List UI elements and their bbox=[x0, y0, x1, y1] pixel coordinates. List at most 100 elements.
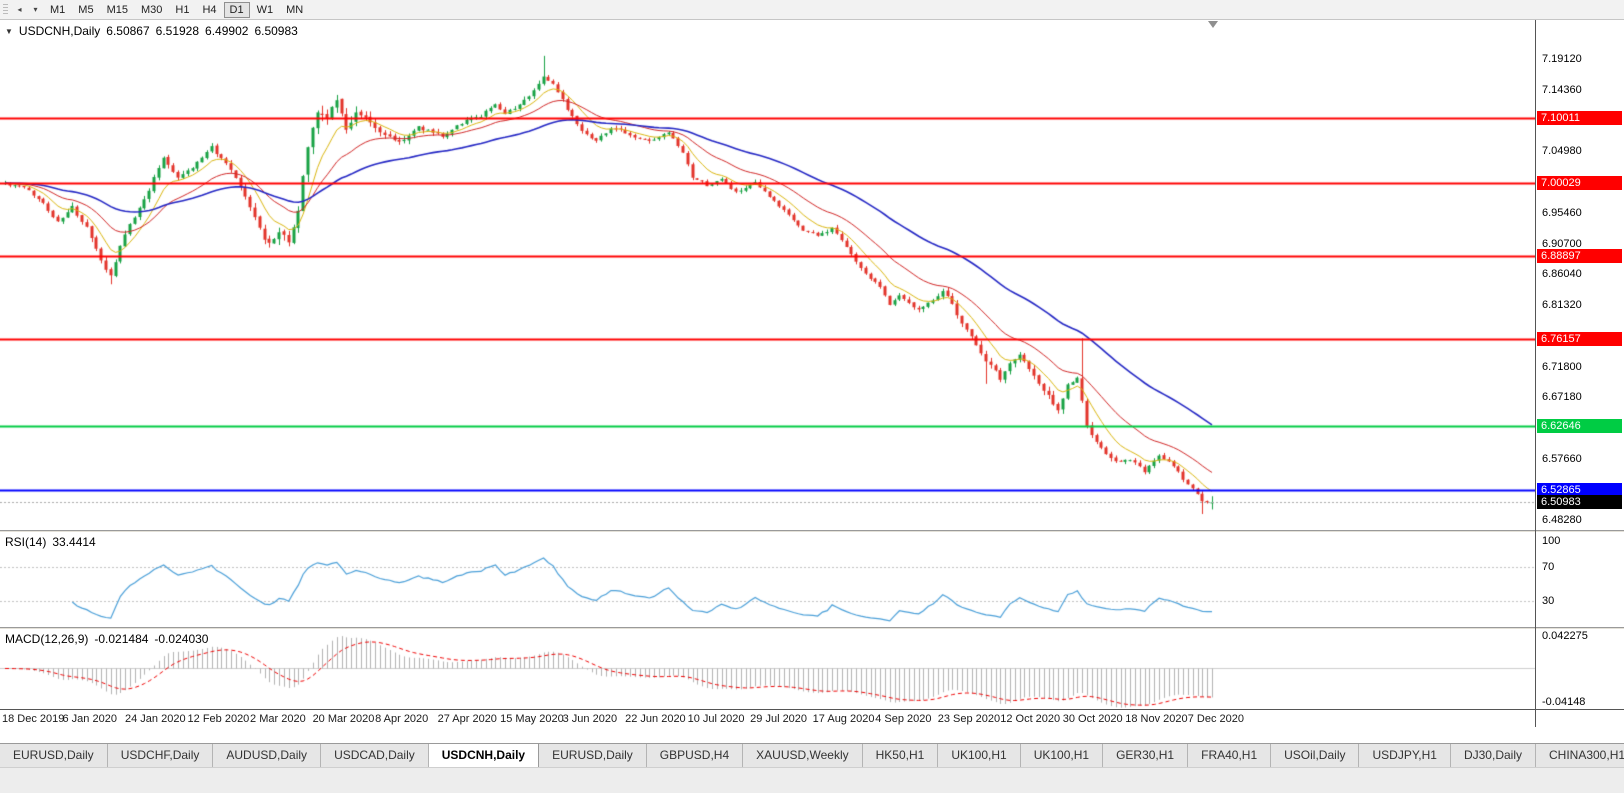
price-axis-tick: 7.14360 bbox=[1542, 83, 1582, 96]
rsi-axis-tick: 100 bbox=[1542, 534, 1561, 547]
price-axis-tick: 6.95460 bbox=[1542, 206, 1582, 219]
low-value: 6.49902 bbox=[205, 24, 249, 38]
price-panel: ▼ USDCNH,Daily 6.50867 6.51928 6.49902 6… bbox=[0, 20, 1624, 530]
chart-tab[interactable]: EURUSD,Daily bbox=[0, 744, 108, 767]
rsi-canvas[interactable] bbox=[0, 532, 1536, 627]
price-level-badge: 6.76157 bbox=[1537, 331, 1622, 346]
status-bar bbox=[0, 767, 1624, 793]
chart-tab[interactable]: GER30,H1 bbox=[1103, 744, 1189, 767]
time-axis[interactable]: 18 Dec 2019 6 Jan 2020 24 Jan 2020 12 Feb 2… bbox=[0, 709, 1624, 727]
chart-tab[interactable]: XAUUSD,Weekly bbox=[743, 744, 863, 767]
chart-tab[interactable]: DJ30,Daily bbox=[1451, 744, 1536, 767]
price-axis-tick: 6.86040 bbox=[1542, 268, 1582, 281]
time-axis-label: 12 Oct 2020 bbox=[1000, 713, 1061, 725]
timeframe-buttons: M1 M5 M15 M30 H1 H4 D1 W1 MN bbox=[44, 1, 309, 18]
macd-axis-tick: 0.042275 bbox=[1542, 630, 1588, 642]
timeframe-button-w1[interactable]: W1 bbox=[251, 2, 280, 18]
macd-main-value: -0.021484 bbox=[94, 632, 149, 646]
price-axis-tick: 7.04980 bbox=[1542, 144, 1582, 157]
chart-tab[interactable]: USDCAD,Daily bbox=[321, 744, 429, 767]
chart-tab[interactable]: USOil,Daily bbox=[1271, 744, 1360, 767]
timeframe-button-d1[interactable]: D1 bbox=[223, 1, 250, 18]
chart-tabs: EURUSD,Daily USDCHF,Daily AUDUSD,Daily USDC… bbox=[0, 743, 1624, 767]
macd-canvas[interactable] bbox=[0, 629, 1536, 709]
time-axis-label: 18 Nov 2020 bbox=[1125, 713, 1188, 725]
price-axis-tick: 6.48280 bbox=[1542, 513, 1582, 526]
chart-tab[interactable]: USDJPY,H1 bbox=[1359, 744, 1451, 767]
time-axis-label: 15 May 2020 bbox=[500, 713, 564, 725]
chart-tab[interactable]: USDCHF,Daily bbox=[108, 744, 214, 767]
chart-shift-marker-icon[interactable] bbox=[1208, 21, 1218, 28]
price-level-badge: 6.88897 bbox=[1537, 248, 1622, 263]
timeframe-button-mn[interactable]: MN bbox=[280, 2, 309, 18]
price-level-badge: 6.50983 bbox=[1537, 495, 1622, 510]
price-axis[interactable]: 7.19120 7.14360 7.04980 6.95460 6.90700 6.860… bbox=[1536, 20, 1624, 530]
macd-panel: MACD(12,26,9) -0.021484 -0.024030 0.0422… bbox=[0, 629, 1624, 709]
macd-axis-tick: -0.04148 bbox=[1542, 696, 1586, 708]
rsi-axis[interactable]: 100 70 30 bbox=[1536, 532, 1624, 627]
chart-tab[interactable]: UK100,H1 bbox=[1021, 744, 1104, 767]
ohlc-collapse-icon[interactable]: ▼ bbox=[5, 26, 13, 36]
price-axis-tick: 6.71800 bbox=[1542, 360, 1582, 373]
time-axis-label: 23 Sep 2020 bbox=[937, 713, 1001, 725]
rsi-panel: RSI(14) 33.4414 100 70 30 bbox=[0, 532, 1624, 627]
timeframe-button-m5[interactable]: M5 bbox=[72, 2, 99, 18]
time-axis-label: 7 Dec 2020 bbox=[1187, 713, 1245, 725]
price-chart-canvas[interactable] bbox=[0, 20, 1536, 530]
chart-tab[interactable]: EURUSD,Daily bbox=[539, 744, 647, 767]
panel-splitter[interactable] bbox=[0, 530, 1624, 532]
time-axis-label: 6 Jan 2020 bbox=[62, 713, 117, 725]
timeframe-toolbar: ◂ ▾ M1 M5 M15 M30 H1 H4 D1 W1 MN bbox=[0, 0, 1624, 20]
panel-splitter[interactable] bbox=[0, 627, 1624, 629]
rsi-label: RSI(14) 33.4414 bbox=[5, 535, 96, 549]
macd-label: MACD(12,26,9) -0.021484 -0.024030 bbox=[5, 632, 208, 646]
time-axis-label: 4 Sep 2020 bbox=[875, 713, 932, 725]
timeframe-button-h4[interactable]: H4 bbox=[196, 2, 222, 18]
rsi-value: 33.4414 bbox=[52, 535, 96, 549]
timeframe-button-m15[interactable]: M15 bbox=[101, 2, 134, 18]
timeframe-button-m30[interactable]: M30 bbox=[135, 2, 168, 18]
chart-tab[interactable]: FRA40,H1 bbox=[1188, 744, 1272, 767]
chart-tab[interactable]: UK100,H1 bbox=[938, 744, 1021, 767]
bottom-gap bbox=[0, 727, 1624, 743]
time-axis-label: 3 Jun 2020 bbox=[562, 713, 618, 725]
chart-area: ▼ USDCNH,Daily 6.50867 6.51928 6.49902 6… bbox=[0, 20, 1624, 727]
high-value: 6.51928 bbox=[155, 24, 200, 38]
time-axis-label: 18 Dec 2019 bbox=[2, 713, 65, 725]
rsi-axis-tick: 70 bbox=[1542, 560, 1555, 573]
time-axis-label: 29 Jul 2020 bbox=[750, 713, 808, 725]
time-axis-label: 27 Apr 2020 bbox=[437, 713, 497, 725]
chart-tab[interactable]: GBPUSD,H4 bbox=[647, 744, 744, 767]
chart-scroll-icon[interactable]: ◂ bbox=[12, 2, 27, 18]
chart-tab[interactable]: HK50,H1 bbox=[863, 744, 939, 767]
toolbar-grip[interactable] bbox=[3, 3, 8, 16]
macd-signal-value: -0.024030 bbox=[154, 632, 209, 646]
chevron-down-icon[interactable]: ▾ bbox=[28, 2, 43, 18]
time-axis-label: 10 Jul 2020 bbox=[687, 713, 745, 725]
open-value: 6.50867 bbox=[106, 24, 150, 38]
price-axis-tick: 6.81320 bbox=[1542, 298, 1582, 311]
time-axis-label: 20 Mar 2020 bbox=[312, 713, 375, 725]
timeframe-button-h1[interactable]: H1 bbox=[169, 2, 195, 18]
time-axis-label: 17 Aug 2020 bbox=[812, 713, 875, 725]
chart-tab[interactable]: AUDUSD,Daily bbox=[213, 744, 322, 767]
symbol-period-label: USDCNH,Daily bbox=[18, 24, 101, 38]
rsi-axis-tick: 30 bbox=[1542, 595, 1555, 608]
price-axis-tick: 6.67180 bbox=[1542, 390, 1582, 403]
price-level-badge: 6.52865 bbox=[1537, 483, 1622, 498]
chart-tab[interactable]: USDCNH,Daily bbox=[428, 744, 540, 767]
price-axis-tick: 7.19120 bbox=[1542, 52, 1582, 65]
price-level-badge: 7.10011 bbox=[1537, 111, 1622, 126]
macd-name: MACD(12,26,9) bbox=[5, 632, 89, 646]
price-level-badge: 6.62646 bbox=[1537, 419, 1622, 434]
price-axis-tick: 6.57660 bbox=[1542, 452, 1582, 465]
timeframe-button-m1[interactable]: M1 bbox=[44, 2, 71, 18]
chart-tab[interactable]: CHINA300,H1 bbox=[1536, 744, 1624, 767]
axis-divider bbox=[1535, 20, 1536, 727]
time-axis-label: 24 Jan 2020 bbox=[125, 713, 186, 725]
close-value: 6.50983 bbox=[254, 24, 298, 38]
price-level-badge: 7.00029 bbox=[1537, 176, 1622, 191]
macd-axis[interactable]: 0.042275 -0.04148 bbox=[1536, 629, 1624, 709]
rsi-name: RSI(14) bbox=[5, 535, 47, 549]
time-axis-label: 30 Oct 2020 bbox=[1062, 713, 1123, 725]
